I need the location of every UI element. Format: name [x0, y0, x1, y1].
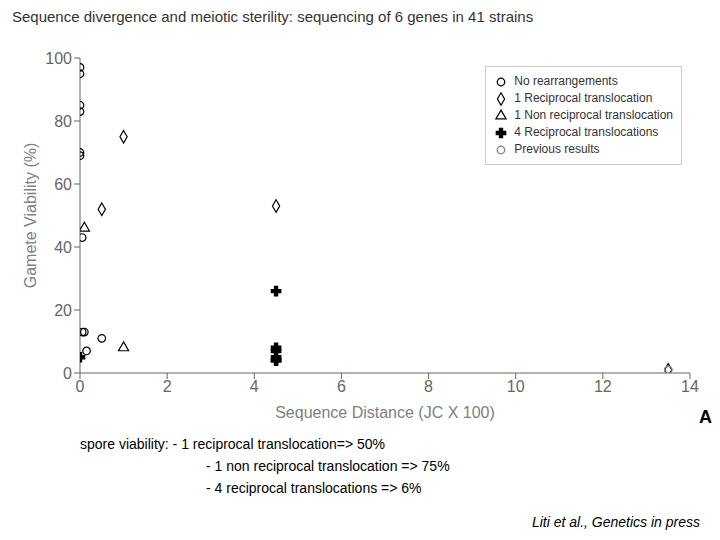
svg-text:14: 14	[681, 378, 699, 395]
svg-text:Sequence Distance (JC X 100): Sequence Distance (JC X 100)	[275, 404, 495, 421]
svg-text:4: 4	[250, 378, 259, 395]
html-text:Liti et al., Genetics in press: Liti et al., Genetics in press	[531, 514, 700, 530]
svg-text:20: 20	[54, 302, 72, 319]
html-text:- 4 reciprocal translocations: - 4 reciprocal translocations => 6%	[206, 480, 422, 496]
svg-text:Gamete Viability (%): Gamete Viability (%)	[22, 143, 39, 289]
svg-text:0: 0	[76, 378, 85, 395]
svg-text:60: 60	[54, 176, 72, 193]
html-text:Previous results: Previous results	[514, 142, 600, 156]
svg-text:8: 8	[424, 378, 433, 395]
svg-text:0: 0	[63, 365, 72, 382]
svg-text:2: 2	[163, 378, 172, 395]
html-text:1 Non reciprocal translocation: 1 Non reciprocal translocation	[514, 108, 673, 122]
svg-text:12: 12	[594, 378, 612, 395]
svg-text:10: 10	[507, 378, 525, 395]
html-text:4 Reciprocal translocations: 4 Reciprocal translocations	[514, 125, 659, 139]
html-text:A: A	[699, 407, 712, 427]
html-text:1 Reciprocal translocation: 1 Reciprocal translocation	[514, 91, 653, 105]
svg-text:40: 40	[54, 239, 72, 256]
html-text:spore viability: - 1 reciproca: spore viability: - 1 reciprocal transloc…	[80, 436, 385, 452]
html-text:No rearrangements: No rearrangements	[514, 74, 618, 88]
html-text:- 1 non reciprocal translocati: - 1 non reciprocal translocation => 75%	[206, 458, 450, 474]
svg-text:6: 6	[337, 378, 346, 395]
svg-text:80: 80	[54, 113, 72, 130]
html-text:Sequence divergence and meioti: Sequence divergence and meiotic sterilit…	[12, 8, 534, 25]
svg-text:100: 100	[45, 50, 72, 67]
